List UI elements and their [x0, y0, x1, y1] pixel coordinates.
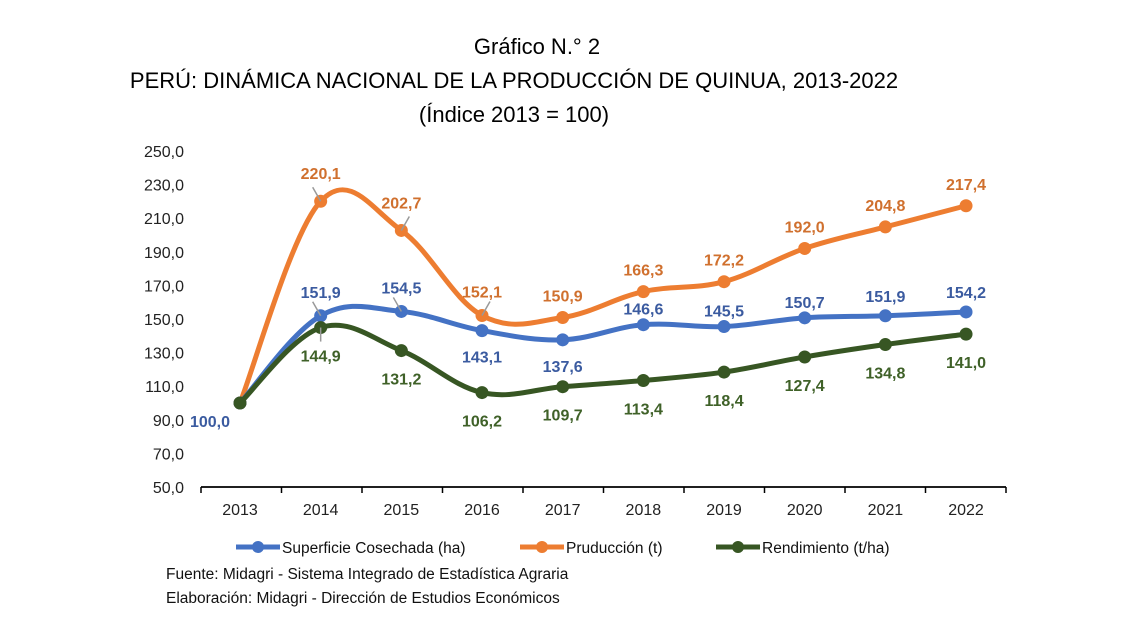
data-label: 202,7 — [381, 195, 421, 212]
y-tick-label: 150,0 — [144, 312, 184, 329]
data-label: 151,9 — [301, 285, 341, 302]
data-label: 118,4 — [704, 393, 743, 410]
x-tick-label: 2018 — [626, 502, 662, 519]
data-point — [878, 338, 892, 352]
data-label: 166,3 — [623, 263, 663, 280]
data-label: 113,4 — [624, 401, 663, 418]
x-tick-label: 2014 — [303, 502, 339, 519]
x-tick-label: 2022 — [948, 502, 984, 519]
data-label: 143,1 — [462, 350, 502, 367]
data-label: 134,8 — [865, 366, 905, 383]
legend-marker — [732, 541, 744, 553]
data-point — [959, 305, 973, 319]
data-label: 204,8 — [865, 198, 905, 215]
data-point — [959, 199, 973, 213]
data-label: 144,9 — [301, 349, 341, 366]
data-point — [556, 310, 570, 324]
data-label: 150,9 — [543, 288, 583, 305]
data-label: 217,4 — [946, 177, 986, 194]
data-point — [636, 373, 650, 387]
data-point — [394, 344, 408, 358]
data-label: 151,9 — [865, 289, 905, 306]
legend-marker — [536, 541, 548, 553]
leader-line — [312, 301, 322, 317]
y-tick-label: 70,0 — [153, 446, 184, 463]
chart-number: Gráfico N.° 2 — [473, 34, 601, 59]
data-label: 220,1 — [301, 166, 341, 183]
series-line — [237, 303, 969, 406]
data-label: 152,1 — [462, 284, 502, 301]
leader-line — [392, 297, 402, 312]
data-point — [556, 333, 570, 347]
data-point — [878, 220, 892, 234]
y-tick-label: 90,0 — [153, 413, 184, 430]
data-point — [475, 386, 489, 400]
data-label: 192,0 — [785, 219, 825, 236]
legend-label: Superficie Cosechada (ha) — [282, 540, 466, 557]
data-point — [717, 320, 731, 334]
y-tick-label: 210,0 — [144, 211, 184, 228]
leader-line — [400, 216, 410, 231]
data-label: 100,0 — [190, 414, 230, 431]
data-point — [798, 241, 812, 255]
legend-label: Rendimiento (t/ha) — [762, 540, 890, 557]
data-label: 154,2 — [946, 285, 986, 302]
data-point — [959, 327, 973, 341]
data-label: 109,7 — [543, 408, 583, 425]
y-tick-label: 190,0 — [144, 245, 184, 262]
data-label: 172,2 — [704, 253, 744, 270]
data-label: 137,6 — [543, 359, 583, 376]
data-label: 150,7 — [785, 295, 825, 312]
data-label: 154,5 — [381, 280, 421, 297]
data-point — [233, 396, 247, 410]
leader-line — [481, 301, 491, 316]
y-tick-label: 170,0 — [144, 278, 184, 295]
x-tick-label: 2015 — [384, 502, 420, 519]
x-tick-label: 2020 — [787, 502, 823, 519]
y-tick-label: 110,0 — [145, 379, 184, 396]
data-point — [717, 365, 731, 379]
legend-label: Pruducción (t) — [566, 540, 662, 557]
y-tick-label: 230,0 — [144, 178, 184, 195]
data-point — [798, 350, 812, 364]
data-label: 131,2 — [381, 372, 421, 389]
data-point — [636, 318, 650, 332]
x-tick-label: 2021 — [868, 502, 904, 519]
series-line — [237, 322, 969, 406]
x-tick-label: 2013 — [222, 502, 258, 519]
data-point — [878, 309, 892, 323]
x-tick-label: 2019 — [706, 502, 742, 519]
x-tick-label: 2017 — [545, 502, 581, 519]
leader-line — [312, 186, 322, 202]
data-point — [556, 380, 570, 394]
data-label: 127,4 — [785, 378, 825, 395]
data-point — [636, 285, 650, 299]
x-tick-label: 2016 — [464, 502, 500, 519]
y-tick-label: 50,0 — [153, 480, 184, 497]
y-tick-label: 250,0 — [144, 144, 184, 161]
data-label: 106,2 — [462, 414, 502, 431]
data-label: 141,0 — [946, 355, 986, 372]
elaboration-note: Elaboración: Midagri - Dirección de Estu… — [166, 590, 560, 607]
y-tick-label: 130,0 — [144, 346, 184, 363]
source-note: Fuente: Midagri - Sistema Integrado de E… — [166, 566, 569, 583]
legend-marker — [252, 541, 264, 553]
data-point — [798, 311, 812, 325]
data-point — [717, 275, 731, 289]
data-label: 145,5 — [704, 304, 744, 321]
series-line — [237, 187, 969, 406]
chart-subtitle: (Índice 2013 = 100) — [418, 102, 610, 127]
data-label: 146,6 — [623, 302, 663, 319]
chart-title: PERÚ: DINÁMICA NACIONAL DE LA PRODUCCIÓN… — [129, 68, 899, 93]
data-point — [475, 324, 489, 338]
